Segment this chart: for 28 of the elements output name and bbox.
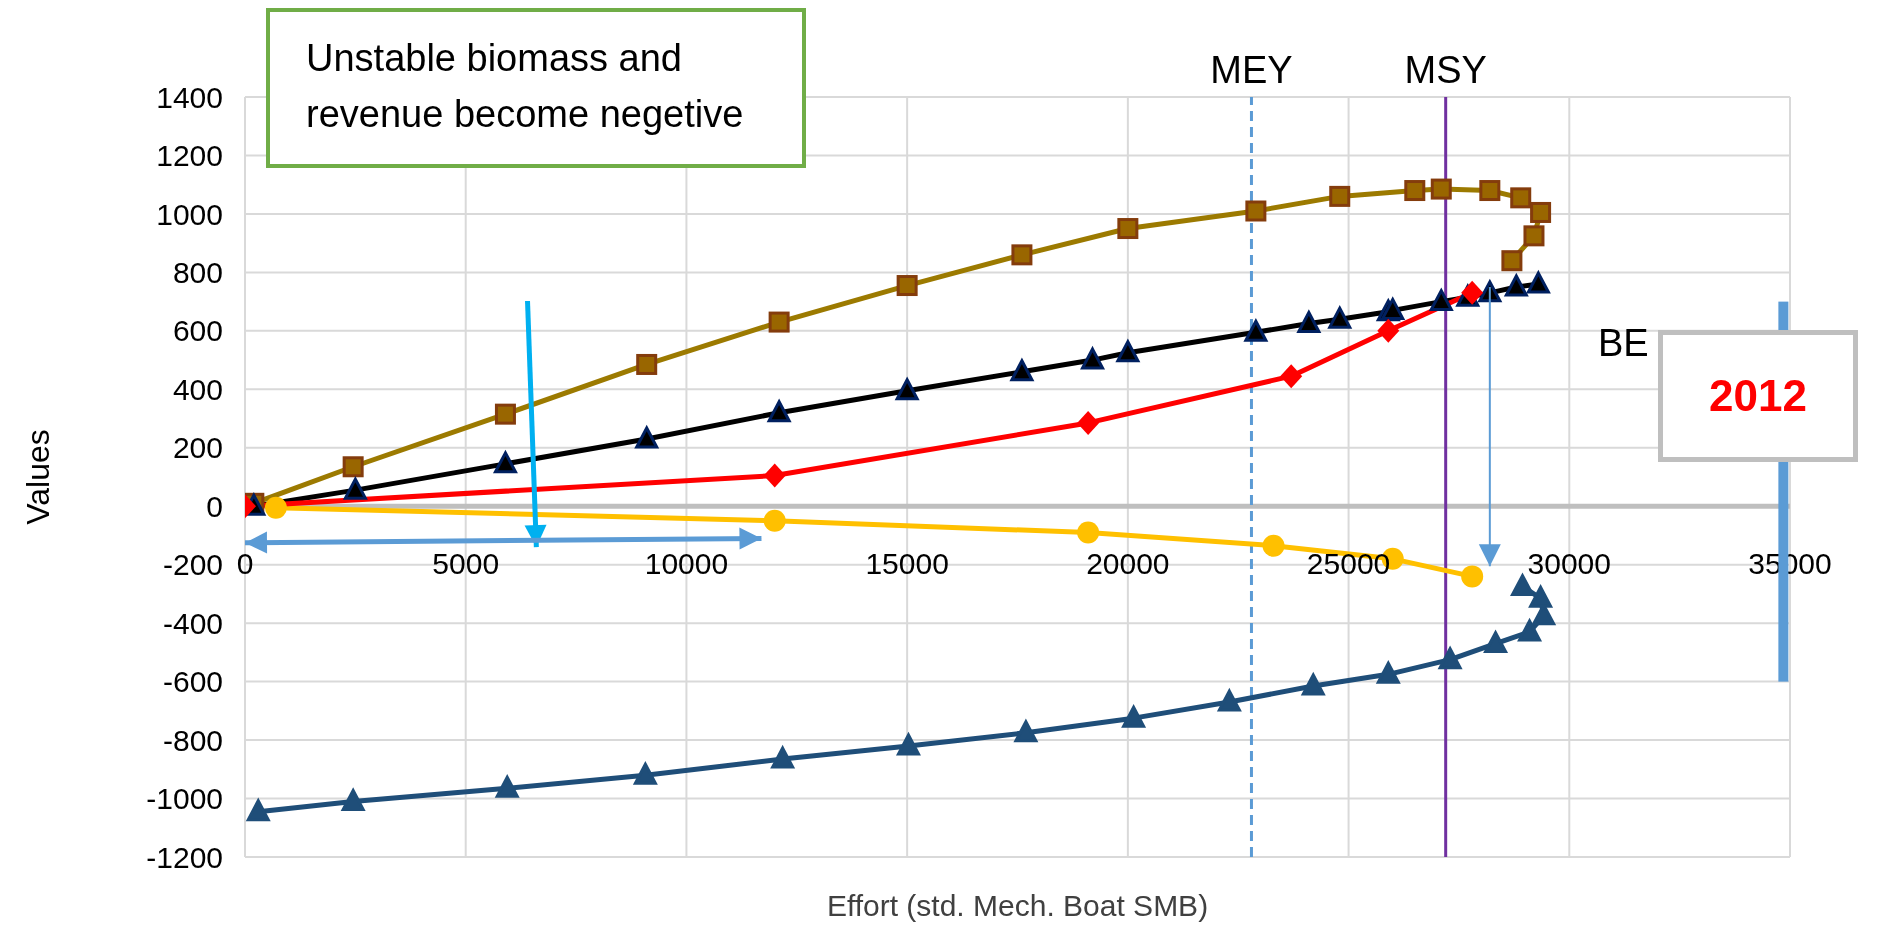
ref-line-label: MSY (1404, 49, 1487, 91)
y-tick-label: -1000 (146, 782, 223, 816)
y-tick-label: 400 (172, 372, 223, 406)
y-tick-label: -1200 (146, 840, 223, 874)
annotation: 2012 (1658, 330, 1858, 462)
annotation: Unstable biomass and revenue become negetive (266, 8, 806, 168)
y-tick-label: 1400 (156, 80, 223, 114)
y-tick-label: 1000 (156, 197, 223, 231)
y-axis-title: Values (20, 429, 57, 525)
y-tick-label: 800 (172, 256, 223, 290)
y-tick-label: 0 (206, 489, 223, 523)
x-tick-label: 5000 (432, 547, 500, 581)
x-tick-label: 10000 (644, 547, 729, 581)
y-tick-label: -400 (162, 606, 223, 640)
x-tick-label: 25000 (1306, 547, 1391, 581)
y-tick-label: 1200 (156, 139, 223, 173)
annotation: BE (1598, 322, 1649, 364)
y-tick-label: 200 (172, 431, 223, 465)
y-tick-label: 600 (172, 314, 223, 348)
y-tick-label: -200 (162, 548, 223, 582)
y-tick-label: -600 (162, 665, 223, 699)
x-tick-label: 30000 (1527, 547, 1611, 581)
x-tick-label: 0 (236, 547, 254, 581)
ref-line-label: MEY (1210, 49, 1293, 91)
x-tick-label: 15000 (865, 547, 949, 581)
y-tick-label: -800 (162, 723, 223, 757)
x-tick-label: 20000 (1086, 547, 1170, 581)
x-axis-title: Effort (std. Mech. Boat SMB) (826, 889, 1209, 922)
